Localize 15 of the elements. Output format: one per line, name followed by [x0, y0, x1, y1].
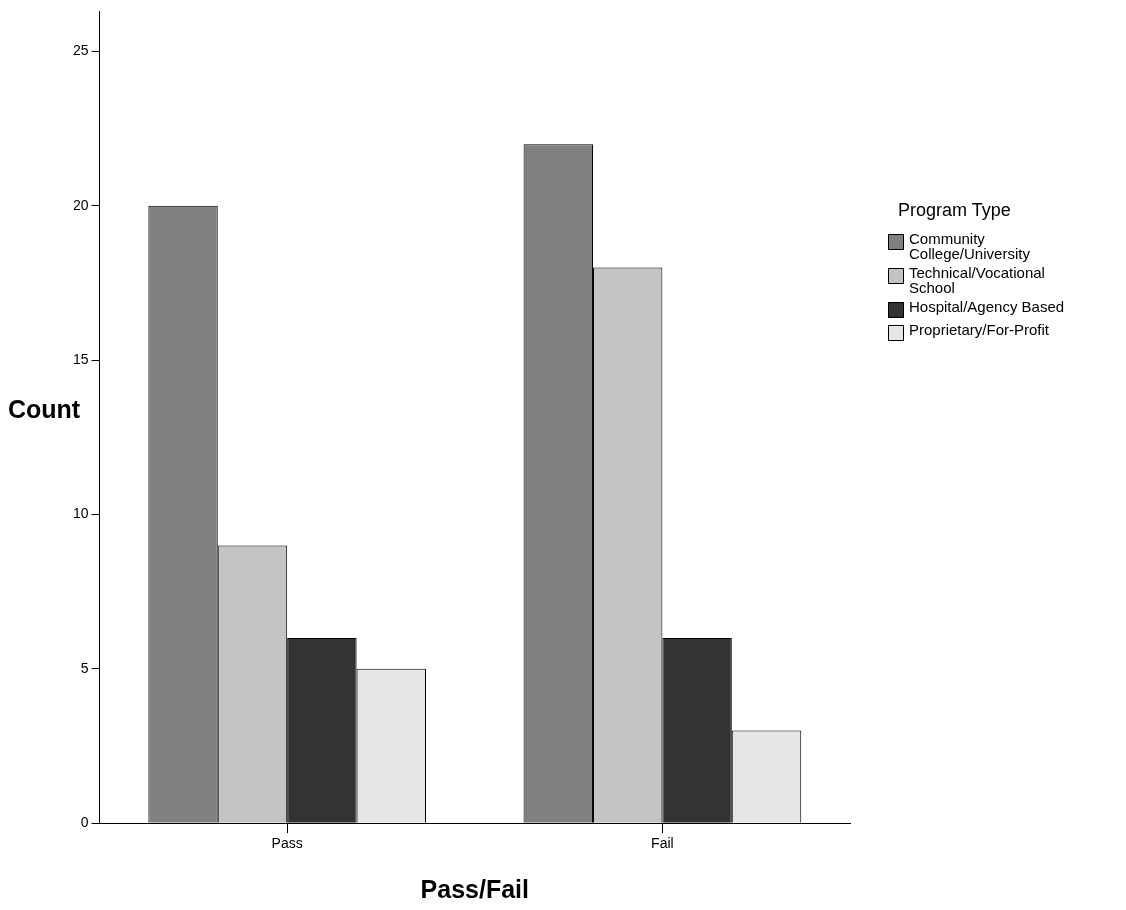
y-axis-title: Count	[8, 395, 81, 424]
legend-label: Technical/Vocational School	[909, 264, 1046, 296]
x-tick-label: Fail	[651, 835, 674, 852]
legend-label: Hospital/Agency Based	[909, 298, 1066, 315]
legend-title: Program Type	[898, 200, 1012, 221]
y-tick-label: 20	[72, 196, 89, 213]
y-tick-label: 10	[72, 505, 89, 522]
legend-label: Community College/University	[909, 230, 1031, 262]
y-tick-label: 25	[72, 42, 89, 59]
legend-label: Proprietary/For-Profit	[909, 321, 1051, 338]
x-tick-label: Pass	[271, 835, 303, 852]
x-axis-title: Pass/Fail	[420, 874, 529, 903]
y-tick-label: 0	[80, 814, 89, 831]
y-tick-label: 15	[72, 351, 89, 368]
y-tick-label: 5	[80, 659, 89, 676]
